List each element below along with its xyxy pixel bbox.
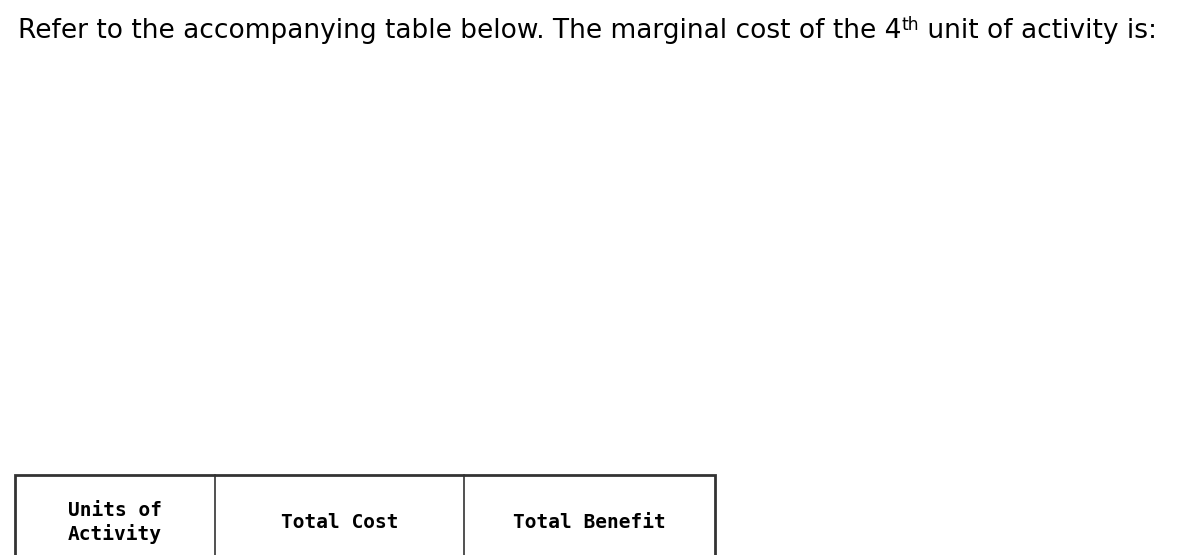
- Text: th: th: [901, 16, 919, 34]
- Text: Units of
Activity: Units of Activity: [67, 501, 162, 543]
- Text: Total Cost: Total Cost: [281, 513, 398, 532]
- Text: Total Benefit: Total Benefit: [514, 513, 666, 532]
- Text: Refer to the accompanying table below. The marginal cost of the 4: Refer to the accompanying table below. T…: [18, 18, 901, 44]
- Text: unit of activity is:: unit of activity is:: [919, 18, 1157, 44]
